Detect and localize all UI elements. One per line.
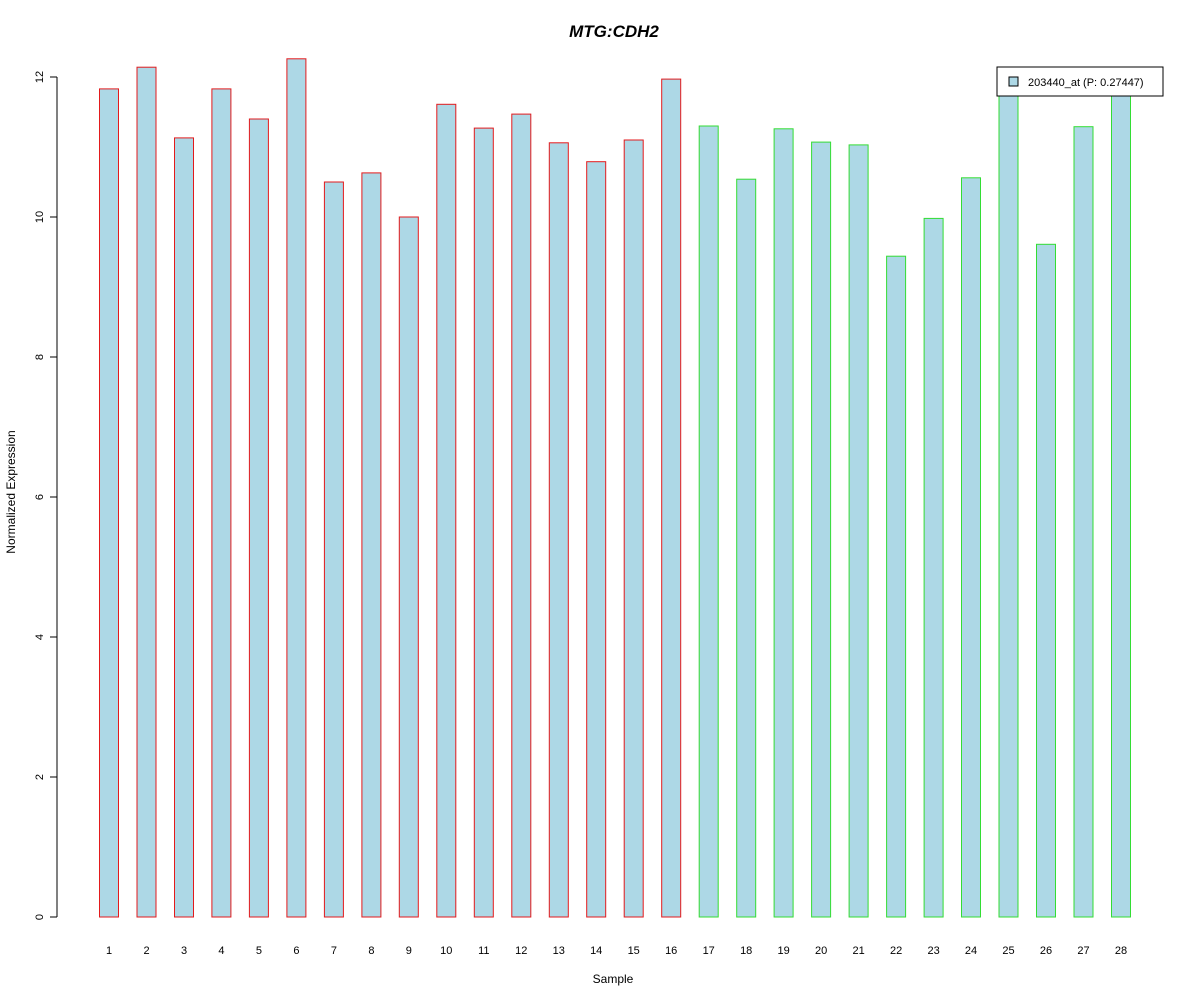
legend-box: [996, 66, 1164, 97]
bar: [623, 139, 644, 918]
x-tick-label: 2: [143, 945, 149, 957]
bar: [211, 88, 232, 918]
bar: [586, 161, 607, 918]
bar: [773, 128, 794, 918]
y-tick-label: 4: [34, 634, 46, 640]
x-tick-label: 12: [515, 945, 527, 957]
bar: [398, 216, 419, 918]
y-tick-label: 10: [34, 211, 46, 223]
y-axis: 0 2 4 6 8 10 12: [34, 71, 58, 920]
bar: [886, 255, 907, 918]
x-tick-label: 5: [256, 945, 262, 957]
x-tick-label: 11: [478, 945, 489, 957]
x-tick-label: 9: [406, 945, 412, 957]
bar: [136, 66, 157, 918]
x-tick-label: 28: [1115, 945, 1127, 957]
x-tick-label: 24: [965, 945, 977, 957]
bar: [511, 113, 532, 918]
x-tick-label: 8: [368, 945, 374, 957]
x-tick-label: 15: [628, 945, 640, 957]
x-tick-label: 26: [1040, 945, 1052, 957]
y-axis-label: Normalized Expression: [4, 430, 18, 553]
x-tick-label: 17: [703, 945, 715, 957]
bar: [174, 137, 194, 918]
x-tick-label: 20: [815, 945, 827, 957]
x-tick-label: 16: [665, 945, 677, 957]
bar: [286, 58, 307, 918]
chart-title: MTG:CDH2: [569, 22, 659, 41]
x-axis-label: Sample: [593, 972, 634, 986]
y-tick-label: 0: [34, 914, 46, 920]
bar: [848, 144, 869, 918]
bar: [1036, 243, 1056, 918]
bars: [99, 58, 1131, 918]
x-tick-label: 23: [927, 945, 939, 957]
bar: [436, 103, 457, 918]
x-tick-label: 14: [590, 945, 602, 957]
x-tick-label: 4: [218, 945, 224, 957]
bar: [548, 142, 569, 918]
bar: [1073, 126, 1094, 918]
x-tick-label: 22: [890, 945, 902, 957]
x-tick-label: 21: [852, 945, 864, 957]
bar: [1111, 89, 1131, 918]
bar: [923, 217, 944, 918]
bar: [698, 125, 719, 918]
y-tick-label: 6: [34, 494, 46, 500]
y-tick-label: 8: [34, 354, 46, 360]
legend-label: 203440_at (P: 0.27447): [1028, 77, 1144, 89]
bar: [961, 177, 981, 918]
bar: [811, 141, 832, 918]
x-tick-label: 10: [440, 945, 452, 957]
x-tick-label: 7: [331, 945, 337, 957]
bar: [473, 127, 494, 918]
x-tick-label: 13: [553, 945, 565, 957]
x-tick-label: 3: [181, 945, 187, 957]
x-tick-label: 6: [293, 945, 299, 957]
bar: [998, 89, 1019, 918]
y-tick-label: 2: [34, 774, 46, 780]
bar: [736, 178, 757, 918]
legend-swatch: [1008, 76, 1019, 87]
legend: 203440_at (P: 0.27447): [996, 66, 1164, 97]
x-tick-label: 1: [106, 945, 112, 957]
x-tick-label: 18: [740, 945, 752, 957]
bar: [99, 88, 119, 918]
bar: [661, 78, 682, 918]
x-tick-label: 25: [1002, 945, 1014, 957]
bar: [361, 172, 382, 918]
x-tick-label: 27: [1077, 945, 1089, 957]
bar: [323, 181, 344, 918]
x-tick-labels: 1 2 3 4 5 6 7 8 9 10 11 12 13 14 15 16 17 18 19 20 21 22 23 24 2…: [106, 945, 1127, 957]
y-tick-label: 12: [34, 71, 46, 83]
bar: [248, 118, 269, 918]
x-tick-label: 19: [777, 945, 789, 957]
